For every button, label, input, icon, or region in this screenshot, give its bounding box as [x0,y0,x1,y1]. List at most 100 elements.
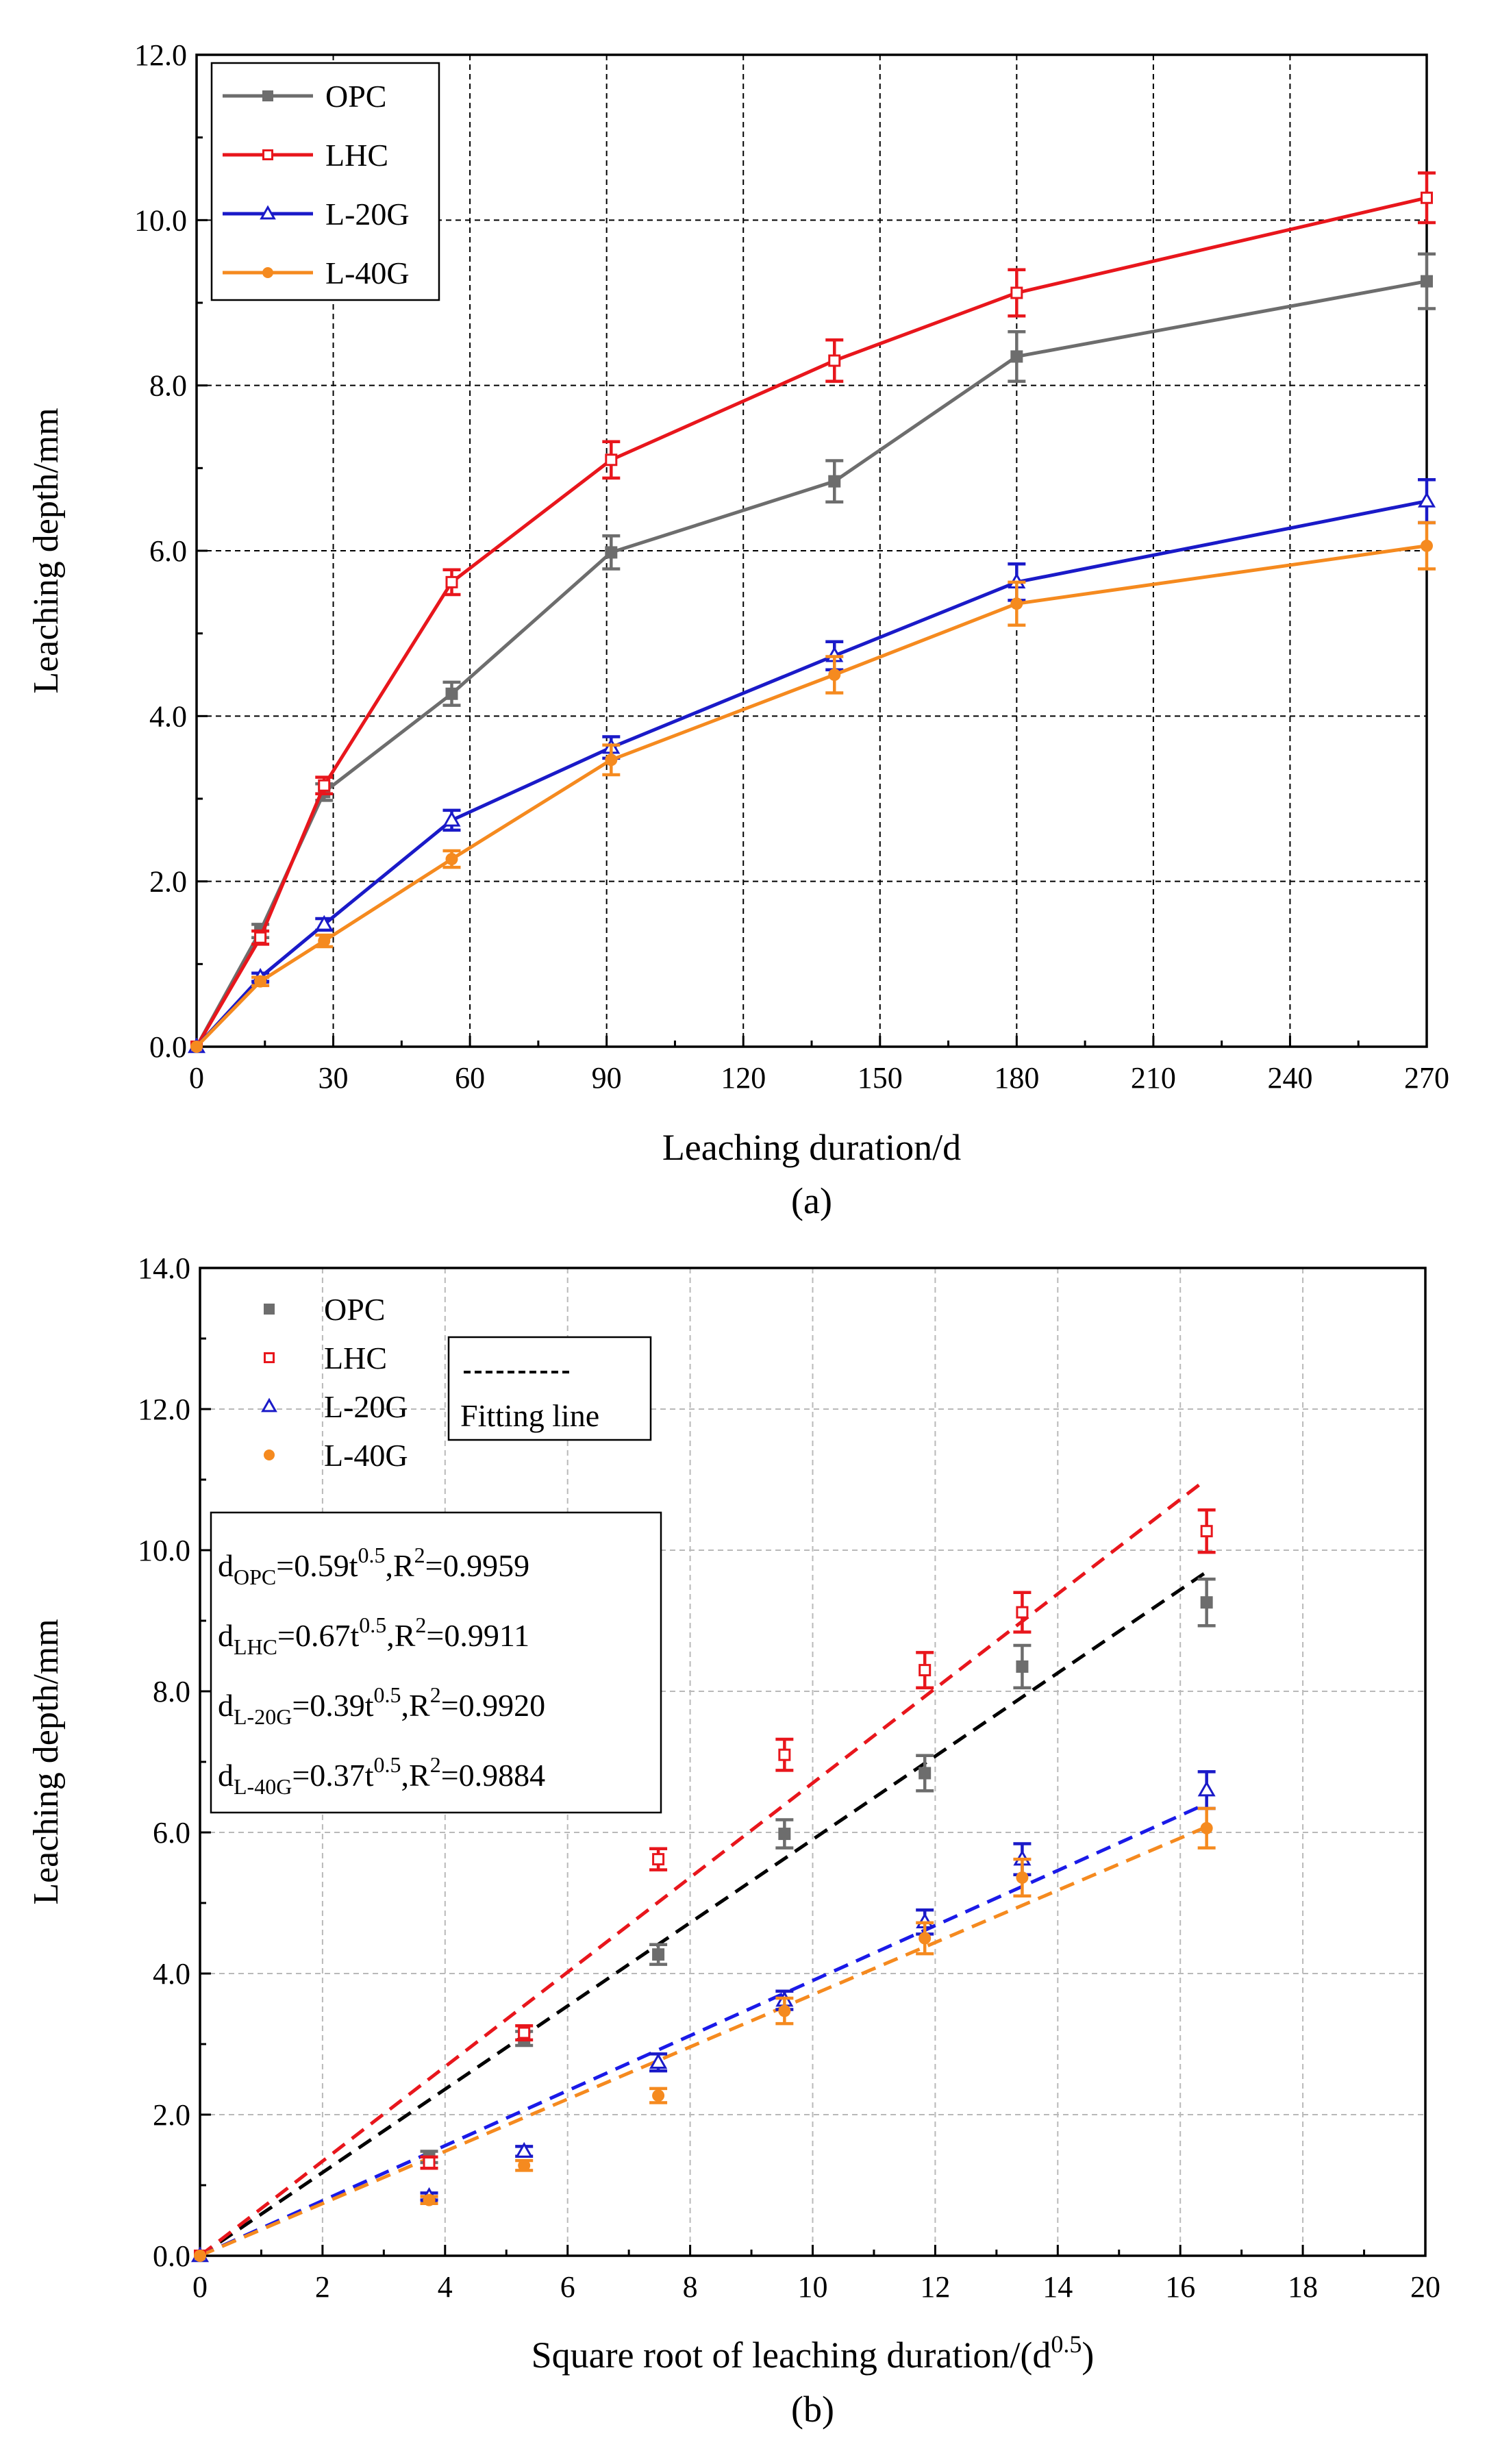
legend-item-L-20G: L-20G [223,197,410,232]
x-tick-label: 30 [318,1061,349,1095]
equation-r-exponent: 2 [430,1752,441,1777]
series-line [195,196,1427,1048]
series-L-20G [187,477,1436,1054]
x-tick-label: 0 [189,1061,204,1095]
x-axis-label: Leaching duration/d [662,1127,961,1168]
data-point [778,1748,791,1761]
legend-marker [264,1304,275,1315]
legend-label: L-40G [324,1438,408,1473]
series-OPC [190,252,1436,1053]
legend-marker [262,267,273,278]
equation-var: d [218,1618,234,1653]
x-tick-label: 10 [798,2270,828,2304]
data-point [828,354,841,367]
equation-box-frame [210,1511,662,1814]
x-tick-label: 20 [1410,2270,1440,2304]
x-tick-label: 60 [455,1061,485,1095]
data-point [254,975,267,988]
data-point [919,1664,932,1677]
chart-panel-a: 0 30 60 90 120 150 180 210 240 270 0.0 2.0 4.0 6.0 8.0… [27,38,1449,1221]
data-point [1200,1821,1213,1834]
y-tick-label: 8.0 [149,369,187,403]
data-point [1417,491,1436,508]
data-point [518,2026,531,2039]
equation-r: ,R [401,1758,431,1793]
legend-item-L-20G: L-20G [261,1389,408,1424]
equation-r: ,R [385,1548,414,1583]
data-point [1010,597,1023,610]
y-tick-label: 10.0 [138,1534,190,1567]
data-point [919,1932,932,1945]
fit-equation-OPC: dOPC=0.59t0.5,R2=0.9959 [218,1543,529,1589]
x-tick-label: 18 [1288,2270,1318,2304]
data-point [423,2193,436,2206]
data-point [778,1828,791,1841]
legend-label: OPC [324,1292,385,1327]
legend: OPC LHC L-20G L-40G [210,62,440,301]
data-point [1421,275,1433,288]
legend-marker [262,149,273,160]
legend-label: LHC [325,138,388,173]
panel-label: (b) [791,2389,834,2430]
equation-var: d [218,1688,234,1723]
fit-legend-label: Fitting line [460,1398,599,1433]
equation-exponent: 0.5 [359,1613,386,1637]
equation-subscript: L-40G [234,1774,292,1799]
legend-box [210,62,440,301]
legend-item-L-40G: L-40G [264,1438,408,1473]
y-tick-label: 4.0 [153,1957,190,1991]
x-tick-label: 0 [192,2270,208,2304]
equation-exponent: 0.5 [374,1682,401,1707]
data-point [1016,1871,1029,1884]
equation-coefficient: =0.59t [276,1548,358,1583]
fit-legend-box [447,1336,652,1441]
equation-r2-value: =0.9920 [441,1688,545,1723]
data-point [1010,286,1023,299]
x-tick-label: 8 [683,2270,698,2304]
data-point [605,453,618,466]
x-tick-label: 180 [994,1061,1039,1095]
data-point [254,931,267,944]
plot-frame [199,1267,1427,2257]
legend-item-LHC: LHC [223,138,388,173]
legend-label: OPC [325,79,386,114]
panel-label: (a) [791,1180,832,1221]
y-tick-label: 12.0 [138,1393,190,1426]
fit-equation-L-40G: dL-40G=0.37t0.5,R2=0.9884 [218,1752,545,1799]
data-point [445,853,458,866]
legend-label: LHC [324,1341,387,1376]
data-point [318,779,331,792]
data-point [919,1767,932,1780]
x-tick-label: 240 [1267,1061,1312,1095]
legend-marker [264,1352,275,1363]
data-point [1200,1596,1213,1609]
chart-panel-b: 0 2 4 6 8 10 12 14 16 18 20 0.0 2.0 4.0 6.0 8.0 10.0 12.0… [27,1252,1440,2430]
equation-r: ,R [386,1618,416,1653]
legend-item-OPC: OPC [223,79,386,114]
x-tick-label: 150 [858,1061,903,1095]
y-tick-label: 0.0 [153,2239,190,2273]
data-point [828,669,841,681]
data-point [605,754,618,767]
fit-equation-LHC: dLHC=0.67t0.5,R2=0.9911 [218,1613,529,1659]
data-point [190,1041,203,1053]
data-point [518,2159,531,2172]
legend-marker [262,90,273,101]
data-point [423,2156,436,2169]
equation-r-exponent: 2 [414,1543,425,1567]
y-tick-label: 6.0 [153,1816,190,1850]
data-point [1197,1780,1216,1797]
data-point [1016,1606,1029,1619]
data-point [652,1853,665,1866]
fit-line-OPC [199,1571,1206,2258]
fit-line-L-40G [199,1826,1205,2258]
legend-label: L-40G [325,256,410,290]
series-line [195,544,1427,1048]
x-tick-label: 12 [920,2270,950,2304]
fit-legend: Fitting line [447,1336,652,1441]
equation-coefficient: =0.67t [277,1618,359,1653]
data-point [315,914,334,931]
y-tick-label: 8.0 [153,1675,190,1708]
x-axis-label: Square root of leaching duration/(d0.5) [532,2330,1095,2376]
